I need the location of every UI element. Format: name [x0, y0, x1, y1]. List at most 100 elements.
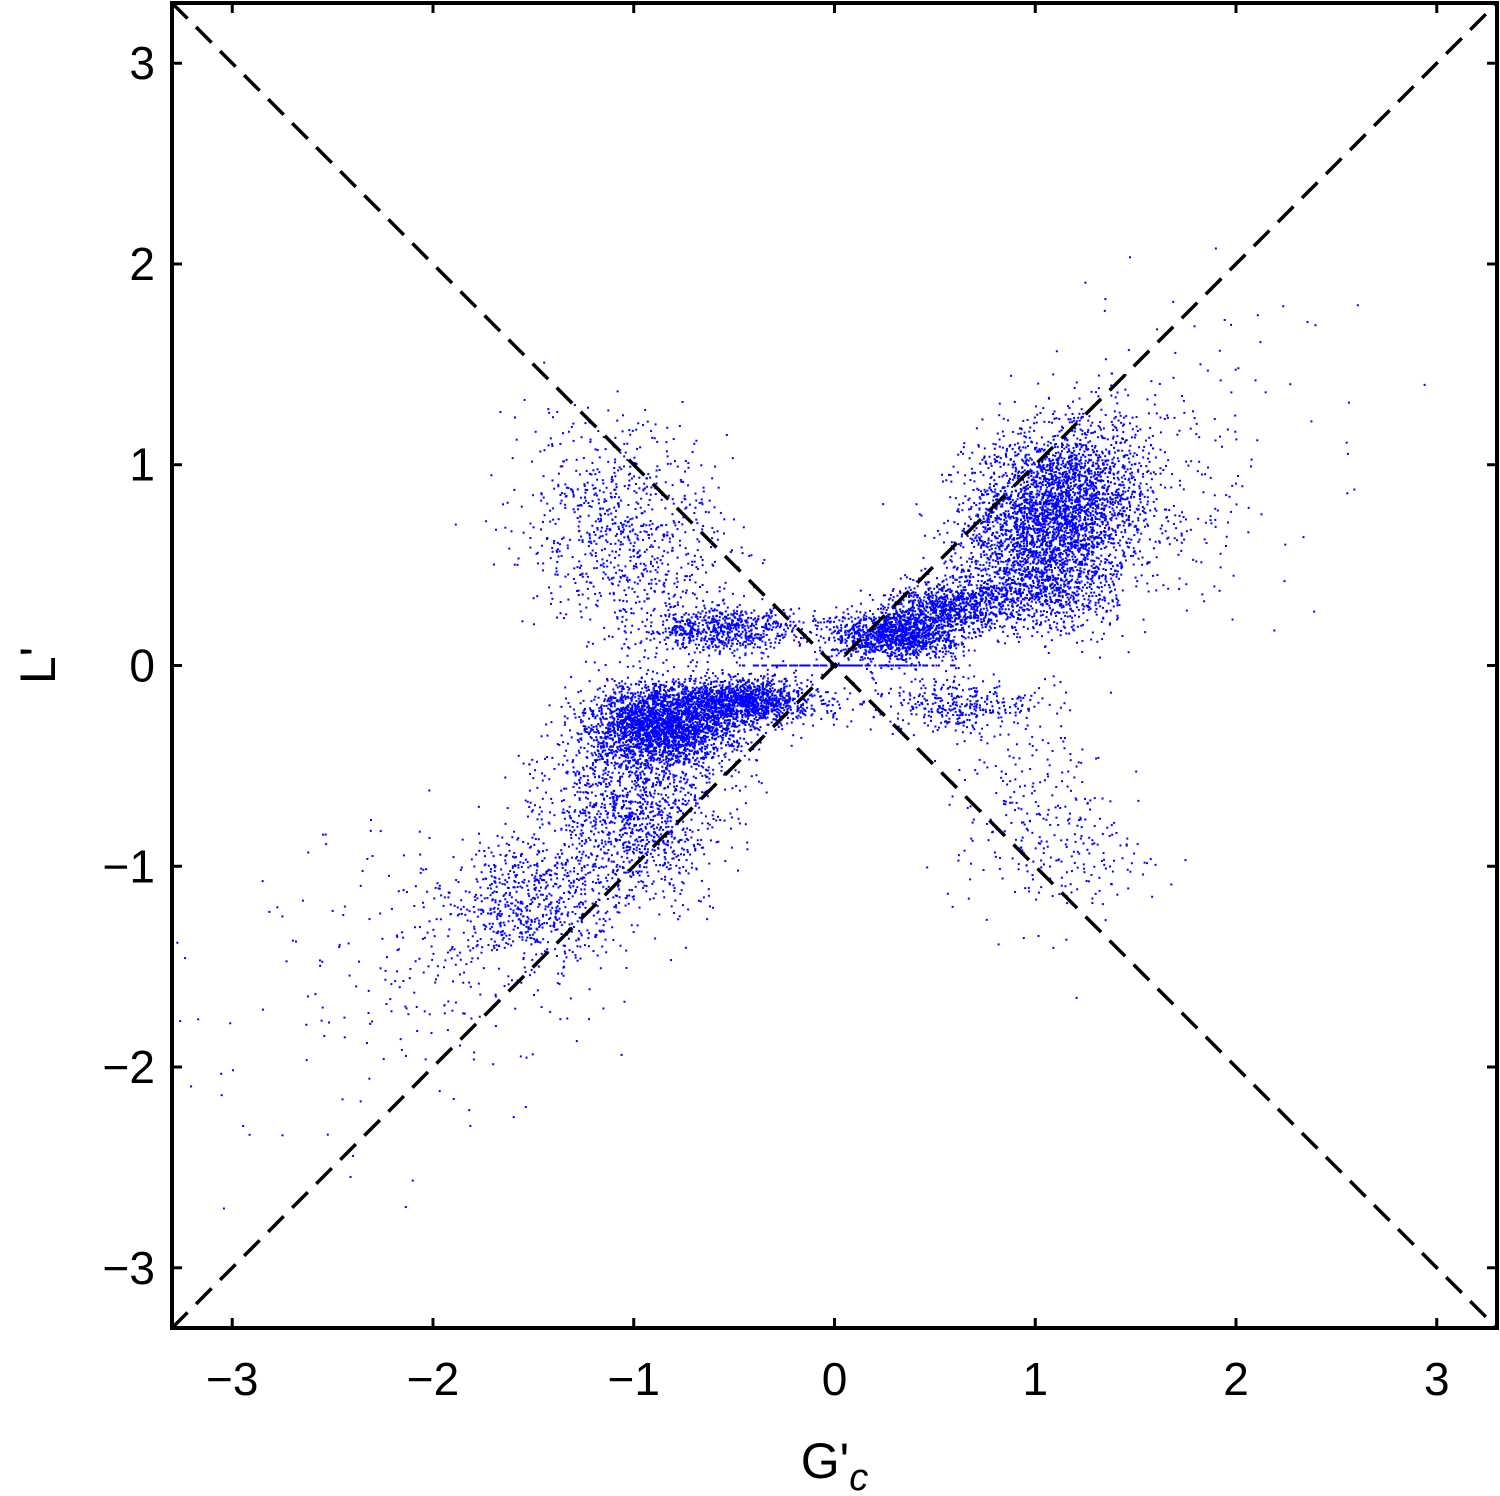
data-point	[1068, 455, 1071, 458]
data-point	[1067, 457, 1070, 460]
data-point	[1055, 513, 1058, 516]
data-point	[1082, 444, 1085, 447]
data-point	[997, 640, 1000, 643]
data-point	[988, 561, 991, 564]
data-point	[1077, 587, 1080, 590]
data-point	[1078, 477, 1081, 480]
data-point	[1074, 478, 1077, 481]
data-point	[1093, 474, 1096, 477]
data-point	[1002, 594, 1005, 597]
data-point	[964, 495, 967, 498]
data-point	[986, 528, 989, 531]
data-point	[1093, 493, 1096, 496]
data-point	[1044, 599, 1047, 602]
data-point	[1137, 517, 1140, 520]
data-point	[1059, 543, 1062, 546]
data-point	[1026, 492, 1029, 495]
data-point	[1058, 430, 1061, 433]
data-point	[1098, 493, 1101, 496]
data-point	[932, 635, 935, 638]
data-point	[1041, 602, 1044, 605]
data-point	[1048, 484, 1051, 487]
data-point	[1017, 563, 1020, 566]
data-point	[1051, 509, 1054, 512]
data-point	[982, 493, 985, 496]
data-point	[1043, 568, 1046, 571]
data-point	[1094, 500, 1097, 503]
data-point	[854, 648, 857, 651]
data-point	[1090, 551, 1093, 554]
data-point	[1038, 585, 1041, 588]
data-point	[1022, 578, 1025, 581]
data-point	[1111, 423, 1114, 426]
data-point	[1090, 485, 1093, 488]
data-point	[1058, 604, 1061, 607]
data-point	[1043, 551, 1046, 554]
data-point	[1019, 588, 1022, 591]
data-point	[1076, 474, 1079, 477]
data-point	[1038, 466, 1041, 469]
data-point	[1049, 607, 1052, 610]
data-point	[1021, 530, 1024, 533]
data-point	[998, 602, 1001, 605]
data-point	[1026, 498, 1029, 501]
data-point	[1081, 484, 1084, 487]
data-point	[1090, 536, 1093, 539]
data-point	[896, 647, 899, 650]
data-point	[973, 600, 976, 603]
data-point	[1027, 549, 1030, 552]
data-point	[937, 618, 940, 621]
data-point	[1043, 526, 1046, 529]
data-point	[997, 560, 1000, 563]
data-point	[1080, 408, 1083, 411]
data-point	[1090, 459, 1093, 462]
data-point	[1099, 420, 1102, 423]
data-point	[1075, 593, 1078, 596]
data-point	[980, 490, 983, 493]
data-point	[1056, 434, 1059, 437]
data-point	[1049, 539, 1052, 542]
data-point	[975, 584, 978, 587]
data-point	[978, 604, 981, 607]
data-point	[984, 528, 987, 531]
data-point	[1063, 499, 1066, 502]
data-point	[1020, 471, 1023, 474]
data-point	[1006, 571, 1009, 574]
data-point	[1173, 522, 1176, 525]
data-point	[916, 621, 919, 624]
data-point	[1051, 556, 1054, 559]
data-point	[943, 522, 946, 525]
data-point	[1085, 489, 1088, 492]
data-point	[1006, 546, 1009, 549]
data-point	[1063, 457, 1066, 460]
data-point	[992, 511, 995, 514]
data-point	[1044, 537, 1047, 540]
data-point	[995, 507, 998, 510]
data-point	[1052, 517, 1055, 520]
data-point	[1053, 621, 1056, 624]
data-point	[1000, 539, 1003, 542]
data-point	[1042, 495, 1045, 498]
data-point	[1098, 594, 1101, 597]
data-point	[1020, 547, 1023, 550]
data-point	[1017, 599, 1020, 602]
data-point	[1084, 535, 1087, 538]
data-point	[1094, 453, 1097, 456]
data-point	[1021, 608, 1024, 611]
data-point	[1015, 505, 1018, 508]
data-point	[1142, 456, 1145, 459]
data-point	[1049, 463, 1052, 466]
data-point	[1056, 599, 1059, 602]
data-point	[1129, 554, 1132, 557]
data-point	[1009, 458, 1012, 461]
data-point	[1041, 518, 1044, 521]
data-point	[1056, 628, 1059, 631]
data-point	[1179, 484, 1182, 487]
data-point	[942, 480, 945, 483]
data-point	[1064, 515, 1067, 518]
data-point	[938, 650, 941, 653]
data-point	[916, 627, 919, 630]
data-point	[1062, 537, 1065, 540]
data-point	[951, 602, 954, 605]
data-point	[1018, 528, 1021, 531]
